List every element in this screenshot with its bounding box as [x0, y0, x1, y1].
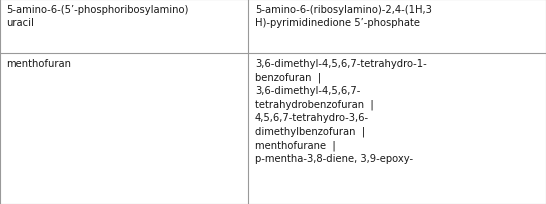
Text: 3,6-dimethyl-4,5,6,7-tetrahydro-1-
benzofuran  |
3,6-dimethyl-4,5,6,7-
tetrahydr: 3,6-dimethyl-4,5,6,7-tetrahydro-1- benzo…: [255, 59, 427, 163]
Text: 5-amino-6-(ribosylamino)-2,4-(1H,3
H)-pyrimidinedione 5’-phosphate: 5-amino-6-(ribosylamino)-2,4-(1H,3 H)-py…: [255, 5, 432, 28]
Text: menthofuran: menthofuran: [7, 59, 72, 69]
Text: 5-amino-6-(5’-phosphoribosylamino)
uracil: 5-amino-6-(5’-phosphoribosylamino) uraci…: [7, 5, 189, 28]
